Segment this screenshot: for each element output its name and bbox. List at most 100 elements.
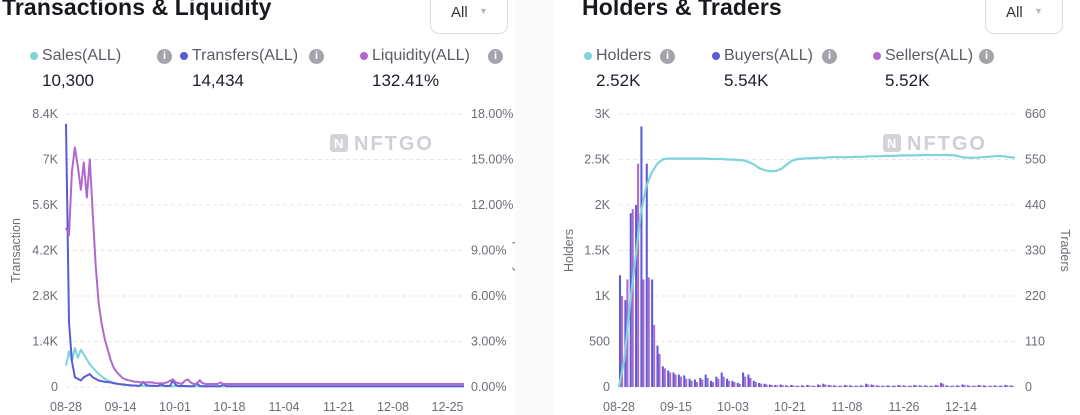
series-line-salesall	[65, 347, 464, 388]
info-icon[interactable]: i	[157, 49, 172, 64]
buyers-bar	[891, 385, 894, 387]
sellers-bar	[845, 385, 848, 387]
buyers-bar	[715, 376, 718, 387]
buyers-bar	[833, 385, 836, 387]
sellers-bar	[733, 382, 736, 387]
buyers-bar	[693, 379, 696, 387]
transactions-liquidity-chart[interactable]: 0 0.00% 1.4K 3.00% 2.8K 6.00% 4.2K 9.00% 5.6K 12.…	[0, 100, 515, 415]
transactions-liquidity-panel: Transactions & Liquidity All ▼ Sales(ALL…	[0, 0, 515, 415]
x-tick-label: 10-18	[214, 400, 246, 414]
x-tick-label: 11-21	[323, 400, 354, 414]
holders-traders-chart[interactable]: 0 0 500 110 1K 220 1.5K 330 2K 440 2.5K 550 3K 660 Hol…	[553, 100, 1080, 415]
buyers-bar	[779, 384, 782, 387]
y2-tick-label: 6.00%	[471, 289, 506, 303]
sellers-bar	[883, 385, 886, 387]
buyers-bar	[875, 385, 878, 387]
info-icon[interactable]: i	[488, 49, 503, 64]
sellers-bar	[915, 385, 918, 387]
buyers-bar	[907, 385, 911, 387]
watermark-logo-glyph: N	[887, 136, 898, 151]
sellers-bar	[910, 385, 913, 387]
sellers-dot	[873, 52, 881, 60]
buyers-bar	[656, 345, 659, 387]
sellers-bar	[1011, 385, 1014, 387]
buyers-bar	[731, 380, 734, 387]
series-line-liquidityall	[65, 146, 464, 385]
watermark-text: NFTGO	[354, 133, 434, 155]
sellers-bar	[674, 374, 677, 387]
buyers-bar	[726, 378, 729, 387]
sellers-bar	[744, 376, 747, 387]
y-tick-label: 1.5K	[584, 244, 610, 258]
y2-tick-label: 220	[1025, 289, 1046, 303]
time-range-dropdown[interactable]: All ▼	[430, 0, 508, 34]
y2-tick-label: 550	[1025, 153, 1046, 167]
liquidity-dot	[360, 52, 368, 60]
y2-tick-label: 18.00%	[471, 107, 513, 121]
y2-tick-label: 0	[1025, 380, 1032, 394]
buyers-bar	[758, 382, 761, 387]
buyers-bar	[924, 385, 927, 387]
info-icon[interactable]: i	[660, 49, 675, 64]
x-tick-label: 09-15	[660, 400, 692, 414]
x-tick-label: 08-28	[50, 400, 82, 414]
buyers-bar	[640, 126, 643, 387]
panel-gutter	[515, 0, 553, 415]
sellers-bar	[952, 385, 955, 387]
x-tick-label: 10-01	[159, 400, 191, 414]
buyers-bar	[811, 385, 814, 387]
buyers-bar	[849, 385, 852, 387]
y2-tick-label: 15.00%	[471, 153, 513, 167]
sellers-bar	[974, 385, 977, 387]
x-tick-label: 10-21	[774, 400, 806, 414]
sellers-bar	[663, 368, 666, 387]
x-tick-label: 11-26	[888, 400, 919, 414]
sellers-bar	[770, 384, 773, 387]
sellers-bar	[899, 385, 902, 387]
x-tick-label: 08-28	[603, 400, 635, 414]
sellers-bar	[856, 385, 859, 387]
sellers-bar	[760, 383, 763, 387]
buyers-bar	[881, 385, 884, 387]
buyers-bar	[699, 377, 702, 387]
buyers-bar	[865, 383, 868, 387]
buyers-bar	[902, 385, 905, 387]
sellers-bar	[749, 377, 752, 387]
buyers-bar	[672, 372, 675, 387]
watermark-logo	[330, 134, 348, 152]
y-tick-label: 7K	[43, 153, 59, 167]
sellers-bar	[738, 383, 741, 387]
sellers-bar	[679, 376, 682, 387]
y2-tick-label: 110	[1025, 335, 1045, 349]
buyers-bar	[945, 385, 948, 387]
legend-value: 132.41%	[372, 71, 440, 90]
sellers-bar	[877, 385, 880, 387]
sellers-bar	[984, 385, 987, 387]
y-tick-label: 1K	[595, 289, 611, 303]
buyers-bar	[998, 385, 1001, 387]
sellers-bar	[920, 385, 923, 387]
holders-dot	[584, 52, 592, 60]
sellers-bar	[926, 385, 929, 387]
sellers-bar	[797, 385, 800, 387]
info-icon[interactable]: i	[822, 49, 837, 64]
buyers-bar	[966, 385, 969, 387]
time-range-dropdown[interactable]: All ▼	[985, 0, 1063, 34]
sellers-bar	[642, 279, 645, 387]
y2-tick-label: 440	[1025, 198, 1046, 212]
y-tick-label: 3K	[595, 107, 611, 121]
buyers-bar	[913, 384, 916, 387]
buyers-bar	[982, 385, 985, 387]
sellers-bar	[765, 384, 768, 387]
sellers-bar	[701, 379, 704, 387]
sellers-bar	[1000, 385, 1004, 387]
x-tick-label: 11-08	[831, 400, 862, 414]
buyers-bar	[763, 383, 766, 387]
sellers-bar	[872, 384, 875, 387]
info-icon[interactable]: i	[309, 49, 324, 64]
buyers-bar	[651, 279, 654, 387]
buyers-bar	[977, 384, 980, 387]
info-icon[interactable]: i	[979, 49, 994, 64]
buyers-dot	[712, 52, 720, 60]
y-tick-label: 5.6K	[32, 198, 58, 212]
